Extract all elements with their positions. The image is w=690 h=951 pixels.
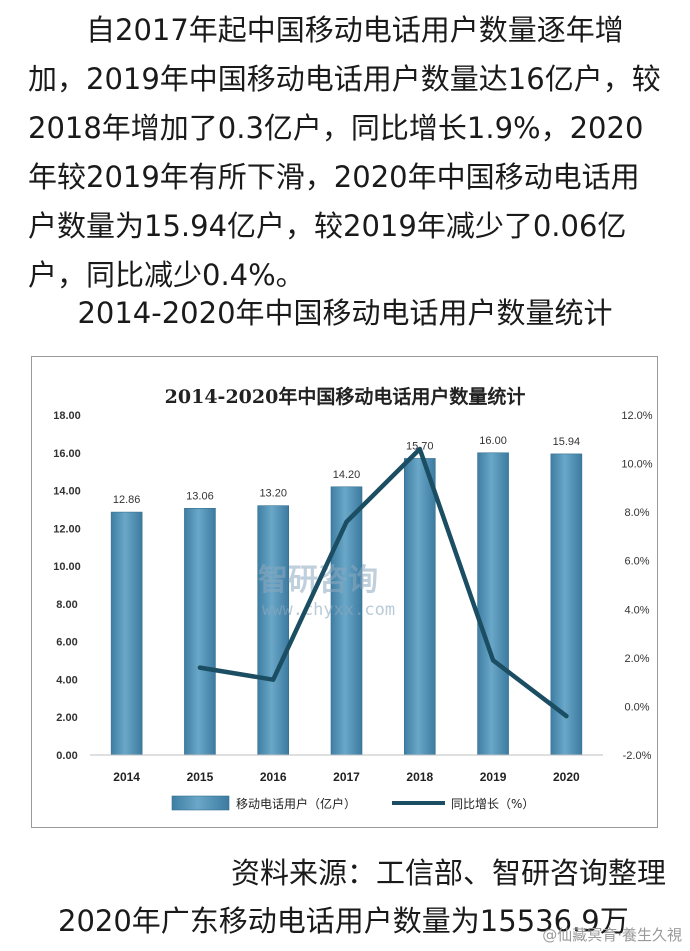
y-right-tick-label: 2.0% — [624, 653, 649, 665]
chart-title: 2014-2020年中国移动电话用户数量统计 — [165, 385, 526, 408]
bar-data-label: 13.20 — [259, 488, 287, 500]
growth-point — [198, 665, 202, 670]
growth-point — [491, 658, 495, 662]
y-left-tick-label: 18.00 — [53, 410, 81, 422]
bar-data-label: 15.70 — [406, 440, 434, 452]
y-left-tick-label: 16.00 — [53, 448, 81, 460]
bar — [257, 505, 290, 756]
bar — [403, 458, 436, 756]
y-left-tick-label: 2.00 — [56, 712, 77, 724]
x-tick-label: 2019 — [480, 770, 507, 784]
bar-data-label: 16.00 — [479, 435, 507, 447]
source-note: 资料来源：工信部、智研咨询整理 — [230, 856, 666, 890]
y-left-tick-label: 14.00 — [53, 486, 81, 498]
combo-chart: 2014-2020年中国移动电话用户数量统计 0.00 2.00 4.00 6.00 8.… — [53, 385, 653, 811]
x-tick-label: 2017 — [333, 770, 360, 784]
legend-label-line: 同比增长（%） — [451, 797, 534, 811]
bar — [184, 508, 216, 756]
y-left-tick-label: 6.00 — [56, 637, 77, 649]
legend-swatch-bar — [171, 795, 230, 811]
growth-point — [344, 520, 349, 524]
bar — [330, 486, 363, 756]
x-tick-label: 2020 — [553, 770, 580, 784]
bar — [110, 511, 143, 756]
growth-point — [418, 447, 422, 451]
y-left-tick-label: 12.00 — [53, 523, 81, 535]
x-tick-label: 2014 — [113, 770, 140, 784]
intro-paragraph-text: 自2017年起中国移动电话用户数量逐年增加，2019年中国移动电话用户数量达16… — [28, 13, 661, 292]
bar-data-label: 12.86 — [113, 494, 141, 506]
bar-data-label: 15.94 — [553, 436, 581, 448]
y-right-tick-label: 12.0% — [621, 410, 652, 422]
y-right-tick-label: -2.0% — [623, 750, 652, 762]
intro-paragraph: 自2017年起中国移动电话用户数量逐年增加，2019年中国移动电话用户数量达16… — [28, 6, 668, 300]
chart-frame: 2014-2020年中国移动电话用户数量统计 0.00 2.00 4.00 6.00 8.… — [31, 356, 658, 828]
x-tick-label: 2016 — [260, 770, 287, 784]
bar-data-label: 14.20 — [333, 469, 361, 481]
y-right-tick-label: 10.0% — [621, 459, 652, 471]
y-left-tick-label: 10.00 — [53, 561, 81, 573]
bottom-text: 2020年广东移动电话用户数量为15536.9万 — [58, 904, 629, 938]
bar — [477, 452, 509, 756]
watermark-url: www.chyxx.com — [262, 600, 395, 620]
x-tick-label: 2018 — [406, 770, 433, 784]
bar-data-label: 13.06 — [186, 490, 214, 502]
chart-caption: 2014-2020年中国移动电话用户数量统计 — [77, 296, 613, 330]
weibo-watermark: @仙藏冥育·養生久視 — [542, 926, 682, 944]
y-right-tick-label: 4.0% — [624, 604, 649, 616]
growth-point — [271, 678, 275, 682]
growth-point — [564, 714, 568, 718]
y-right-tick-label: 8.0% — [624, 507, 649, 519]
growth-line — [197, 446, 569, 719]
y-right-tick-label: 6.0% — [624, 556, 649, 568]
y-left-tick-label: 8.00 — [56, 599, 77, 611]
y-left-tick-label: 0.00 — [56, 750, 77, 762]
legend-label-bar: 移动电话用户（亿户） — [236, 796, 356, 811]
x-tick-label: 2015 — [187, 770, 214, 784]
y-right-tick-label: 0.0% — [624, 701, 649, 713]
y-left-tick-label: 4.00 — [56, 674, 77, 686]
